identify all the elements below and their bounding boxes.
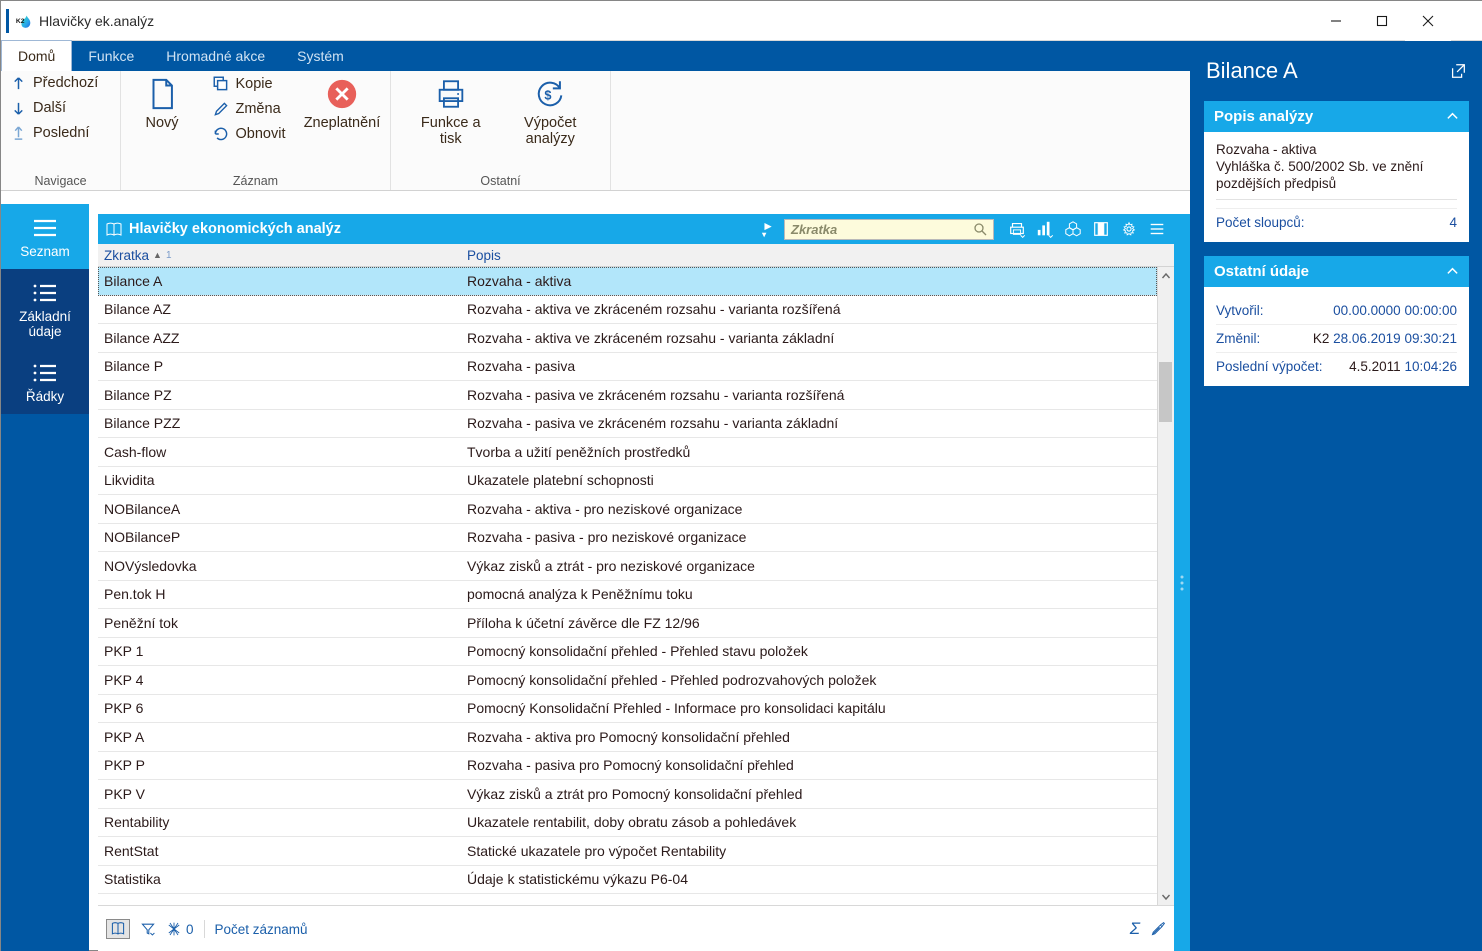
svg-text:K2: K2 [16, 17, 25, 24]
svg-text:$: $ [545, 88, 552, 103]
